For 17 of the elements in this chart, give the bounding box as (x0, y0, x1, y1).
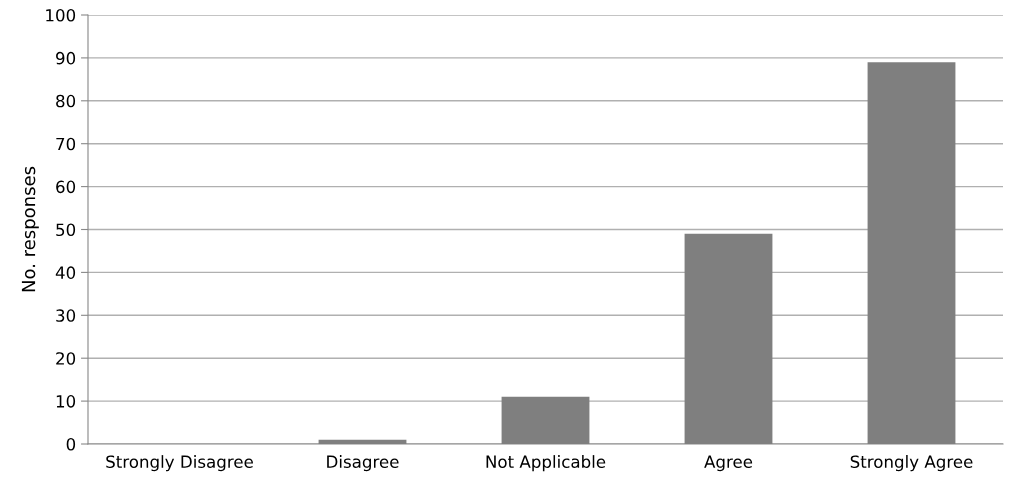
x-tick-label: Disagree (327, 455, 399, 472)
y-tick-label: 20 (56, 352, 76, 365)
y-tick-label: 50 (56, 223, 76, 237)
y-tick-label: 60 (56, 180, 76, 194)
y-tick-label: 100 (46, 8, 76, 22)
y-tick-label: 70 (56, 137, 76, 151)
y-tick-label: 80 (56, 94, 76, 108)
x-tick-label: Not Applicable (486, 455, 606, 472)
y-tick-label: 0 (66, 437, 76, 451)
x-tick-label: Agree (704, 455, 753, 472)
y-tick-label: 30 (56, 309, 76, 322)
y-tick-label: 10 (56, 395, 76, 408)
x-tick-label: Strongly Disagree (106, 455, 253, 472)
y-axis-title: No. responses (21, 166, 39, 292)
y-tick-label: 40 (55, 266, 76, 279)
y-tick-label: 90 (56, 51, 76, 65)
x-tick-label: Strongly Agree (850, 455, 973, 472)
